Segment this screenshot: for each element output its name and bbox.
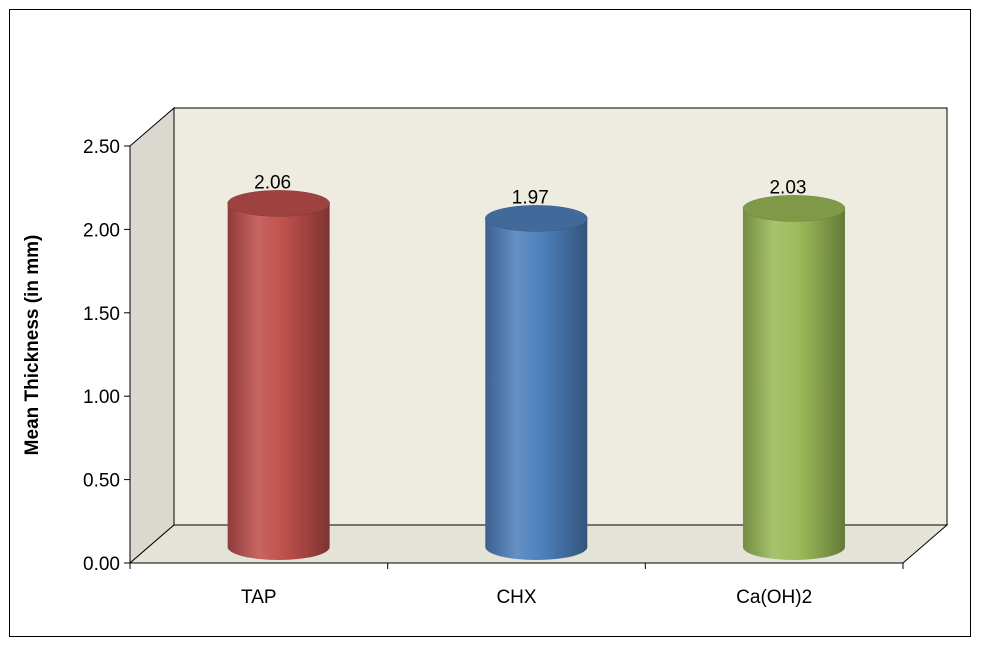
bar-top [742, 195, 846, 222]
data-label: 1.97 [512, 187, 549, 208]
data-labels: 2.06 1.97 2.03 [254, 172, 806, 208]
x-tick-label: Ca(OH)2 [736, 587, 812, 608]
y-tick-label: 1.00 [83, 387, 120, 408]
y-tick-label: 0.00 [83, 554, 120, 575]
y-axis: 0.00 0.50 1.00 1.50 2.00 2.50 [83, 137, 131, 575]
y-tick-label: 0.50 [83, 471, 120, 492]
bar [485, 205, 588, 561]
bar-top [485, 205, 588, 232]
bar-body [227, 203, 330, 560]
side-wall [129, 106, 175, 565]
bar-body [742, 208, 845, 560]
y-tick-label: 2.00 [83, 220, 120, 241]
x-tick-label: TAP [241, 587, 277, 608]
y-tick-label: 1.50 [83, 304, 120, 325]
bar [742, 195, 846, 560]
data-label: 2.03 [769, 177, 806, 198]
bars [227, 190, 846, 561]
y-axis-title: Mean Thickness (in mm) [22, 235, 43, 456]
x-axis: TAP CHX Ca(OH)2 [129, 562, 904, 608]
bar-top [227, 190, 330, 217]
y-tick-label: 2.50 [83, 137, 120, 158]
data-label: 2.06 [254, 172, 291, 193]
x-tick-label: CHX [496, 587, 536, 608]
bar [227, 190, 330, 560]
bar-body [485, 218, 588, 561]
